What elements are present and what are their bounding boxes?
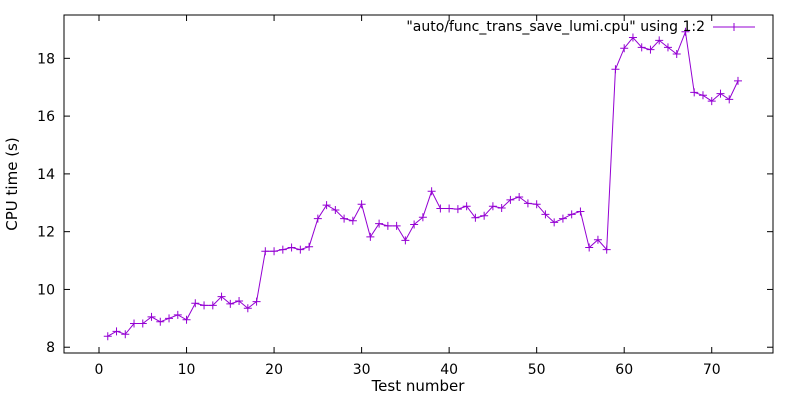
data-point (611, 65, 620, 74)
y-axis-ticks: 8 10 12 14 16 18 (37, 51, 773, 356)
data-point (471, 213, 480, 222)
data-point (663, 43, 672, 52)
y-tick-label: 14 (37, 167, 55, 183)
data-point (287, 243, 296, 252)
legend: "auto/func_trans_save_lumi.cpu" using 1:… (406, 19, 755, 35)
data-point (313, 214, 322, 223)
data-point (436, 204, 445, 213)
x-tick-label: 70 (703, 362, 721, 378)
data-point (357, 200, 366, 209)
data-point (331, 206, 340, 214)
x-tick-label: 30 (353, 362, 371, 378)
data-point (392, 221, 401, 230)
data-point (445, 204, 454, 213)
data-point (130, 319, 139, 328)
data-point (278, 245, 287, 254)
data-point (235, 297, 244, 305)
plot-frame (63, 14, 774, 354)
data-point (366, 232, 375, 241)
y-tick-label: 8 (46, 340, 55, 356)
x-tick-label: 10 (178, 362, 196, 378)
x-tick-label: 50 (528, 362, 546, 378)
data-point (550, 218, 559, 227)
data-point (497, 203, 506, 212)
data-point (532, 200, 541, 209)
data-point (488, 202, 497, 211)
data-point (217, 292, 226, 301)
data-point (383, 221, 392, 230)
data-point (585, 243, 594, 252)
data-point (690, 88, 699, 97)
data-point (191, 299, 200, 308)
y-tick-label: 16 (37, 109, 55, 125)
data-point (655, 36, 664, 45)
data-point (637, 43, 646, 52)
x-axis-label: Test number (371, 377, 466, 395)
data-point (226, 299, 235, 308)
data-point (261, 247, 270, 256)
data-point (165, 314, 174, 323)
data-point (602, 245, 611, 254)
data-point (348, 216, 357, 225)
data-point (243, 304, 252, 313)
data-point (541, 210, 550, 219)
data-point (567, 210, 576, 219)
data-point (480, 211, 489, 220)
x-tick-label: 60 (615, 362, 633, 378)
data-point (375, 219, 384, 228)
y-tick-label: 18 (37, 51, 55, 67)
x-tick-label: 20 (265, 362, 283, 378)
data-point (340, 214, 349, 223)
data-point (593, 235, 602, 244)
data-point (182, 315, 191, 324)
data-point (296, 245, 305, 254)
data-point (173, 310, 182, 319)
x-axis-ticks: 0 10 20 30 40 50 60 70 (95, 15, 721, 378)
series-line (107, 29, 739, 337)
data-point (322, 201, 331, 210)
y-axis-label: CPU time (s) (3, 137, 21, 230)
data-point (103, 332, 112, 341)
data-point (305, 242, 314, 251)
data-point (620, 44, 629, 53)
data-point (200, 301, 209, 310)
data-point (716, 89, 725, 98)
data-point (506, 195, 515, 204)
data-point (733, 76, 742, 85)
legend-marker (730, 23, 738, 31)
y-tick-label: 12 (37, 225, 55, 241)
data-point (252, 297, 261, 306)
data-point (515, 193, 524, 201)
data-point (646, 45, 655, 54)
data-point (121, 330, 130, 339)
data-point (462, 202, 471, 211)
data-point (453, 205, 462, 214)
legend-label: "auto/func_trans_save_lumi.cpu" using 1:… (406, 19, 705, 35)
data-point (156, 317, 165, 326)
data-point (672, 50, 681, 58)
data-point (698, 91, 707, 100)
x-tick-label: 40 (440, 362, 458, 378)
data-point (138, 319, 147, 328)
data-point (681, 27, 690, 36)
data-point (707, 97, 716, 106)
data-point (576, 207, 585, 216)
data-point (270, 247, 279, 256)
series-layer (103, 27, 742, 341)
data-point (558, 214, 567, 223)
data-point (725, 95, 734, 104)
data-point (628, 33, 637, 42)
data-point (410, 220, 419, 229)
data-point (147, 312, 156, 321)
data-point (418, 213, 427, 222)
data-point (112, 327, 121, 336)
data-point (401, 236, 410, 245)
data-point (523, 199, 532, 208)
x-tick-label: 0 (95, 362, 104, 378)
data-point (427, 187, 436, 196)
data-point (208, 301, 217, 310)
y-tick-label: 10 (37, 282, 55, 298)
